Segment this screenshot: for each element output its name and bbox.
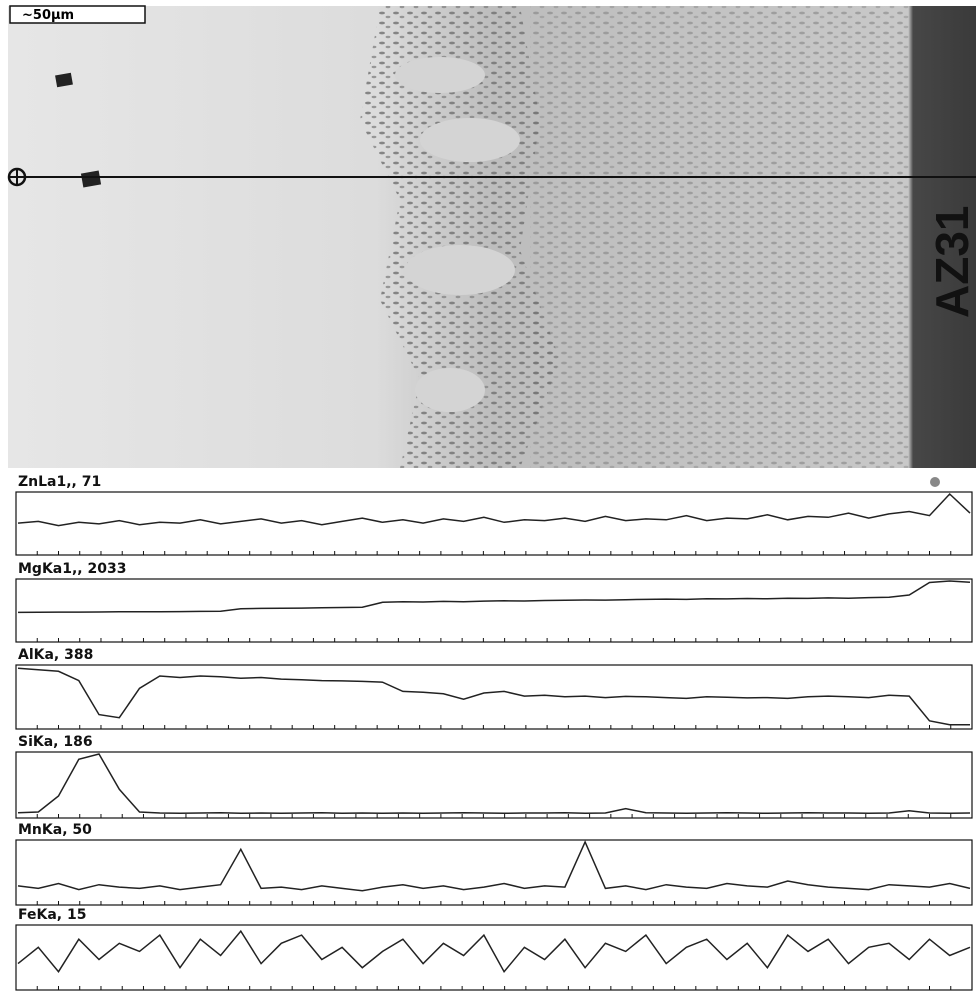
figure: ~50μm AZ31 ZnLa1,, 71 MgKa1,, 2033 AlKa, 3…: [0, 0, 976, 996]
marker: [930, 477, 940, 487]
sample-label: AZ31: [926, 206, 976, 318]
panel-title: ZnLa1,, 71: [18, 474, 101, 490]
panel-title: MgKa1,, 2033: [18, 561, 126, 577]
sem-image: ~50μm AZ31: [8, 6, 976, 468]
panel-frame: [16, 840, 972, 905]
panel-title: SiKa, 186: [18, 734, 93, 750]
panel-frame: [16, 579, 972, 642]
panel-frame: [16, 752, 972, 818]
line-trace: [18, 581, 970, 612]
line-trace: [18, 494, 970, 526]
scale-bar: ~50μm: [22, 8, 74, 23]
panel-title: FeKa, 15: [18, 907, 86, 923]
panel-frame: [16, 492, 972, 555]
panel-frame: [16, 665, 972, 729]
panel-title: MnKa, 50: [18, 822, 92, 838]
line-trace: [18, 842, 970, 891]
line-trace: [18, 668, 970, 725]
line-trace: [18, 931, 970, 972]
panel-title: AlKa, 388: [18, 647, 93, 663]
line-trace: [18, 754, 970, 813]
